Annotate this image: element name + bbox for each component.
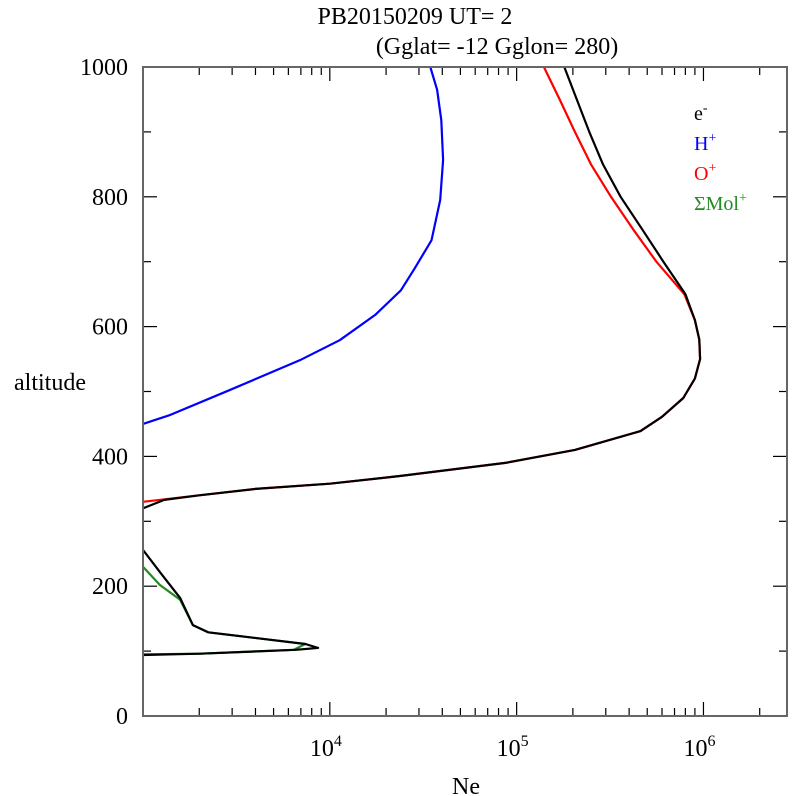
legend-item: ΣMol+ — [694, 191, 747, 215]
chart-subtitle: (Gglat= -12 Gglon= 280) — [376, 34, 618, 60]
y-axis-label: altitude — [14, 370, 86, 396]
legend-item: H+ — [694, 131, 716, 155]
legend-item: O+ — [694, 161, 716, 185]
x-axis-label: Ne — [452, 774, 480, 796]
x-tick-label: 105 — [497, 733, 529, 762]
y-tick-label: 200 — [92, 574, 128, 600]
legend-item: e- — [694, 101, 708, 125]
series-line-e — [143, 549, 320, 657]
y-tick-label: 0 — [116, 704, 128, 730]
y-tick-label: 800 — [92, 185, 128, 211]
plot-frame — [142, 66, 788, 717]
y-tick-label: 1000 — [80, 55, 128, 81]
series-line-h — [143, 67, 445, 425]
series-line-e — [143, 67, 702, 510]
chart-title: PB20150209 UT= 2 — [318, 4, 513, 30]
y-tick-label: 400 — [92, 444, 128, 470]
x-tick-label: 104 — [310, 733, 342, 762]
x-tick-label: 106 — [683, 733, 715, 762]
series-line-o — [143, 67, 702, 503]
y-tick-label: 600 — [92, 315, 128, 341]
